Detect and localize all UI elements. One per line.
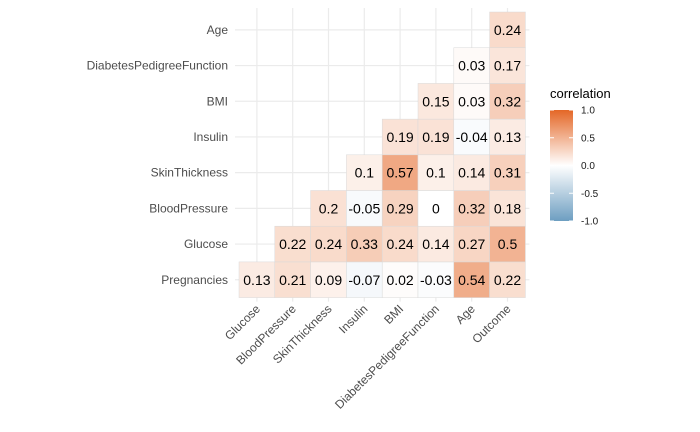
- tile-glucose-outcome: [489, 225, 526, 263]
- value-label-pregnancies-bmi: 0.02: [386, 272, 413, 288]
- value-label-skinthickness-bmi: 0.57: [386, 165, 413, 181]
- tile-glucose-bmi: [381, 225, 419, 263]
- value-label-pregnancies-skinthickness: 0.09: [315, 272, 342, 288]
- value-label-skinthickness-age: 0.14: [458, 165, 485, 181]
- tile-insulin-bmi: [381, 118, 419, 156]
- tile-bmi-age: [453, 83, 490, 120]
- tile-bloodpressure-insulin: [346, 190, 383, 227]
- value-label-pregnancies-outcome: 0.22: [494, 272, 521, 288]
- value-label-insulin-outcome: 0.13: [494, 129, 521, 145]
- y-tick-label-bloodpressure: BloodPressure: [149, 201, 228, 215]
- value-label-skinthickness-insulin: 0.1: [355, 165, 375, 181]
- tile-bloodpressure-outcome: [489, 190, 526, 227]
- tile-pregnancies-outcome: [489, 261, 526, 298]
- tile-bloodpressure-age: [453, 190, 490, 227]
- value-label-insulin-age: -0.04: [456, 129, 488, 145]
- tile-glucose-age: [453, 225, 490, 263]
- value-label-insulin-bmi: 0.19: [386, 129, 413, 145]
- value-label-skinthickness-outcome: 0.31: [494, 165, 521, 181]
- tile-pregnancies-bmi: [381, 261, 419, 298]
- value-label-bloodpressure-diabetespedigreefunction: 0: [432, 200, 440, 216]
- y-axis: Pregnancies Glucose BloodPressure SkinThick…: [87, 23, 229, 287]
- value-label-bmi-age: 0.03: [458, 93, 485, 109]
- tile-insulin-outcome: [489, 118, 526, 156]
- x-tick-label-bmi: BMI: [381, 302, 406, 327]
- value-label-pregnancies-age: 0.54: [458, 272, 485, 288]
- value-label-bloodpressure-insulin: -0.05: [348, 200, 380, 216]
- y-tick-label-bmi: BMI: [207, 94, 228, 108]
- legend-color-bar: [550, 110, 573, 221]
- value-label-bloodpressure-outcome: 0.18: [494, 200, 521, 216]
- value-label-bloodpressure-age: 0.32: [458, 200, 485, 216]
- legend-tick-label-4: -1.0: [581, 217, 599, 228]
- tile-skinthickness-bmi: [381, 154, 419, 191]
- tile-age-outcome: [489, 11, 526, 48]
- tile-glucose-skinthickness: [310, 225, 347, 263]
- value-label-bmi-outcome: 0.32: [494, 93, 521, 109]
- value-label-skinthickness-diabetespedigreefunction: 0.1: [426, 165, 446, 181]
- tile-pregnancies-insulin: [346, 261, 383, 298]
- value-label-glucose-bmi: 0.24: [386, 236, 413, 252]
- legend-tick-label-3: -0.5: [581, 189, 599, 200]
- value-label-diabetespedigreefunction-age: 0.03: [458, 58, 485, 74]
- x-tick-label-insulin: Insulin: [336, 302, 370, 336]
- tile-glucose-diabetespedigreefunction: [417, 225, 455, 263]
- tile-glucose-bloodpressure: [274, 225, 311, 263]
- y-tick-label-glucose: Glucose: [184, 237, 228, 251]
- tile-bloodpressure-diabetespedigreefunction: [417, 190, 455, 227]
- tile-pregnancies-glucose: [238, 261, 276, 298]
- heatmap-tiles: [238, 11, 526, 298]
- value-label-glucose-age: 0.27: [458, 236, 485, 252]
- tile-insulin-diabetespedigreefunction: [417, 118, 455, 156]
- y-tick-label-insulin: Insulin: [193, 130, 228, 144]
- value-label-insulin-diabetespedigreefunction: 0.19: [422, 129, 449, 145]
- y-tick-label-pregnancies: Pregnancies: [161, 273, 228, 287]
- tile-pregnancies-diabetespedigreefunction: [417, 261, 455, 298]
- tile-glucose-insulin: [346, 225, 383, 263]
- value-label-glucose-outcome: 0.5: [498, 236, 518, 252]
- legend-title: correlation: [550, 86, 611, 101]
- legend-tick-label-1: 0.5: [581, 133, 595, 144]
- value-label-pregnancies-insulin: -0.07: [348, 272, 380, 288]
- value-label-pregnancies-glucose: 0.13: [243, 272, 270, 288]
- value-label-pregnancies-diabetespedigreefunction: -0.03: [420, 272, 452, 288]
- y-tick-label-age: Age: [207, 23, 229, 37]
- value-label-diabetespedigreefunction-outcome: 0.17: [494, 58, 521, 74]
- value-label-glucose-skinthickness: 0.24: [315, 236, 342, 252]
- legend-tick-label-2: 0.0: [581, 161, 595, 172]
- tile-diabetespedigreefunction-age: [453, 47, 490, 84]
- value-label-age-outcome: 0.24: [494, 22, 521, 38]
- legend: correlation 1.0 0.5 0.0 -0.5 -1.0: [550, 86, 611, 228]
- tile-skinthickness-insulin: [346, 154, 383, 191]
- x-tick-label-outcome: Outcome: [469, 302, 514, 347]
- legend-tick-label-0: 1.0: [581, 106, 595, 117]
- tile-diabetespedigreefunction-outcome: [489, 47, 526, 84]
- tile-skinthickness-outcome: [489, 154, 526, 191]
- y-tick-label-skinthickness: SkinThickness: [151, 166, 228, 180]
- value-label-glucose-diabetespedigreefunction: 0.14: [422, 236, 449, 252]
- tile-pregnancies-bloodpressure: [274, 261, 311, 298]
- tile-pregnancies-skinthickness: [310, 261, 347, 298]
- value-label-bloodpressure-bmi: 0.29: [386, 200, 413, 216]
- value-label-glucose-insulin: 0.33: [351, 236, 378, 252]
- value-label-bmi-diabetespedigreefunction: 0.15: [422, 93, 449, 109]
- tile-bloodpressure-skinthickness: [310, 190, 347, 227]
- x-tick-label-age: Age: [453, 302, 478, 327]
- y-tick-label-diabetespedigreefunction: DiabetesPedigreeFunction: [87, 59, 228, 73]
- tile-labels: 0.13 0.21 0.09 -0.07 0.02 -0.03 0.54 0.22 0.22 0.…: [243, 22, 521, 288]
- value-label-pregnancies-bloodpressure: 0.21: [279, 272, 306, 288]
- value-label-glucose-bloodpressure: 0.22: [279, 236, 306, 252]
- value-label-bloodpressure-skinthickness: 0.2: [319, 200, 339, 216]
